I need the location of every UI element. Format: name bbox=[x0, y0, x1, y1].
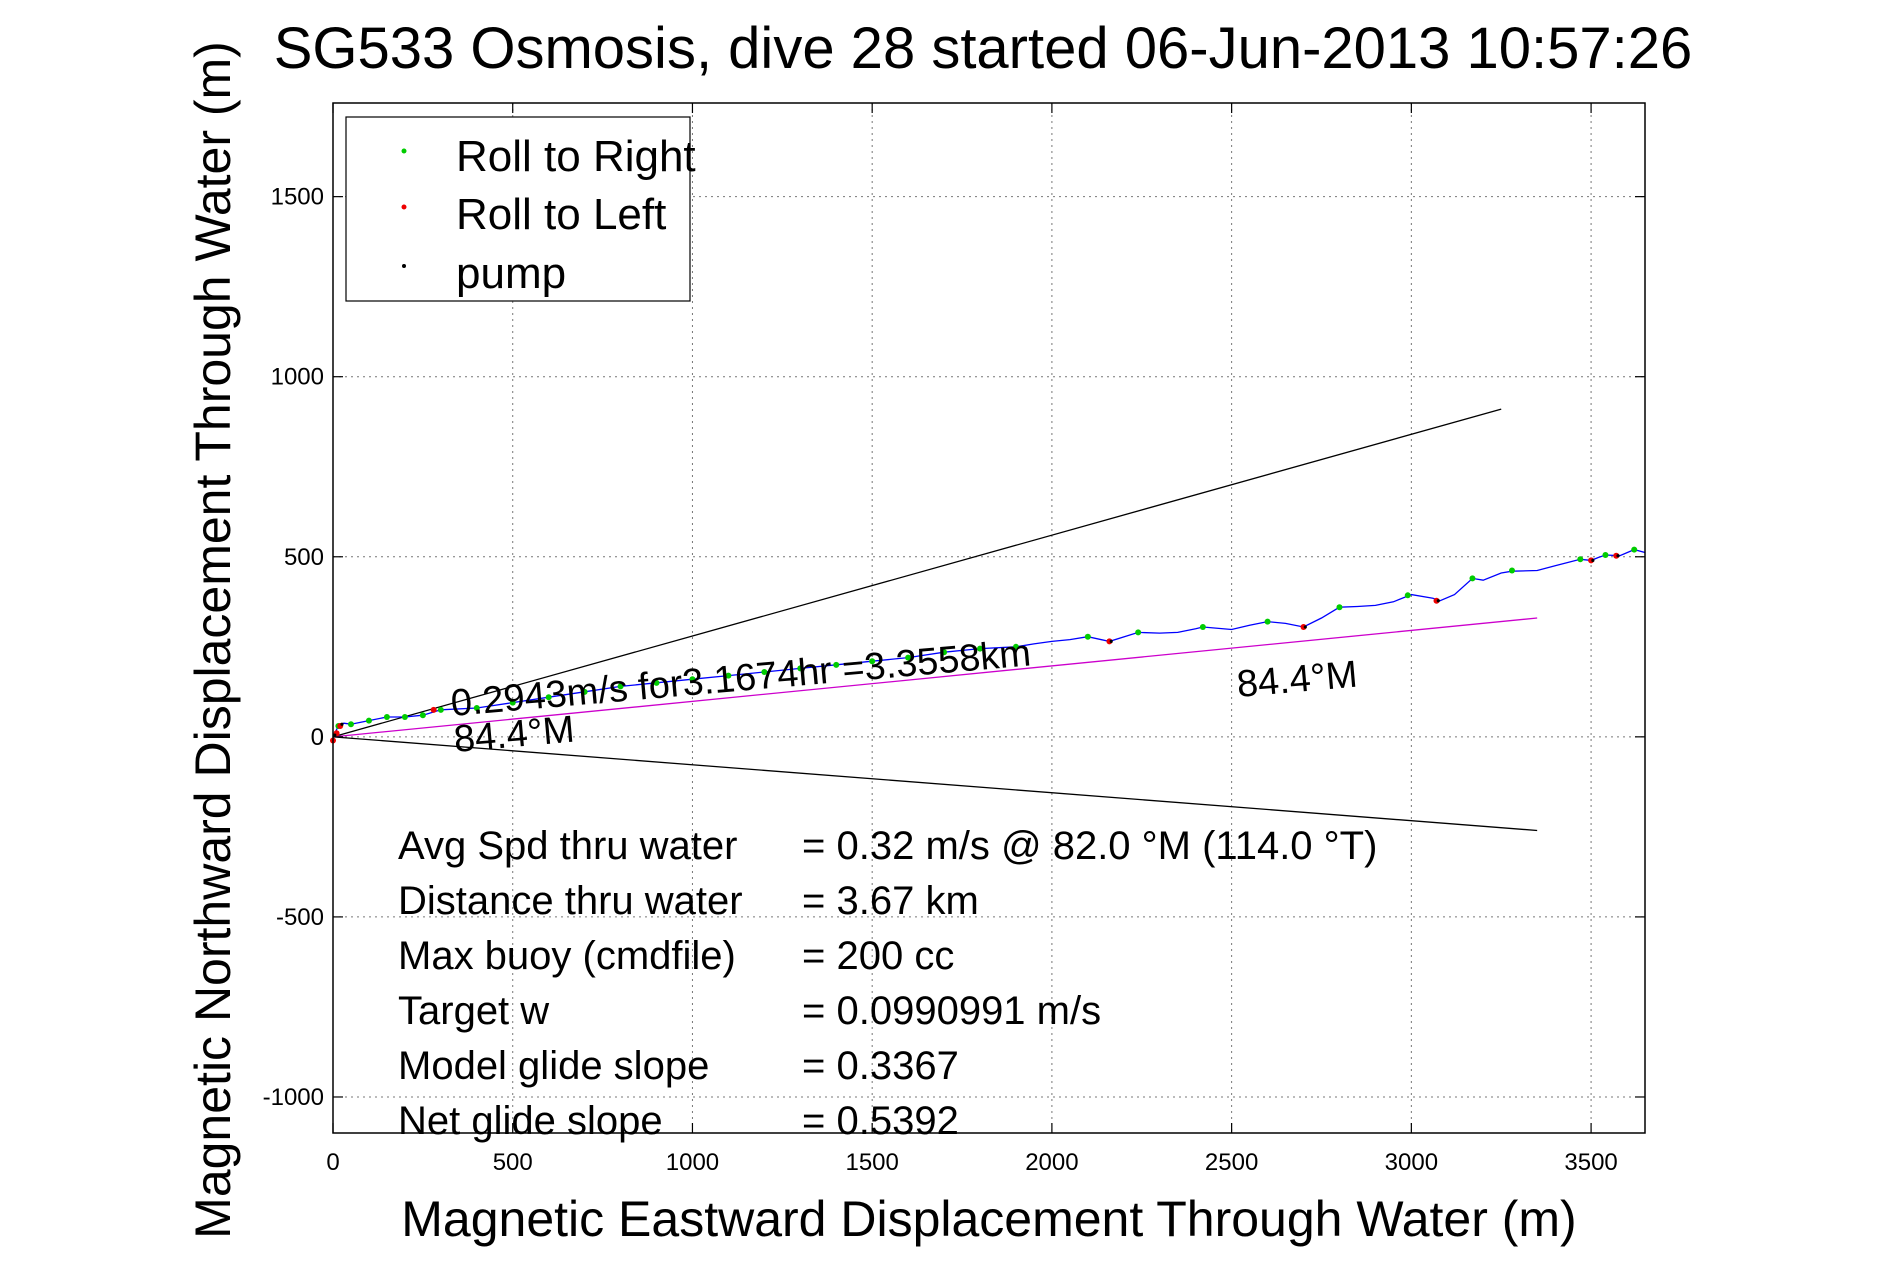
data-point bbox=[419, 712, 426, 719]
stat-label: Distance thru water bbox=[398, 879, 743, 923]
heading-annotation-right: 84.4°M bbox=[1235, 654, 1359, 706]
y-tick-label: 1000 bbox=[271, 364, 324, 391]
y-axis-label: Magnetic Northward Displacement Through … bbox=[185, 41, 241, 1239]
data-point bbox=[1109, 639, 1113, 644]
data-point bbox=[340, 722, 344, 726]
data-series bbox=[330, 546, 1646, 744]
data-point bbox=[581, 688, 588, 695]
legend-marker-pump bbox=[402, 264, 406, 268]
y-tick-label: 500 bbox=[284, 544, 324, 571]
stat-value: = 0.5392 bbox=[802, 1099, 959, 1143]
x-tick-label: 500 bbox=[493, 1149, 533, 1176]
data-point bbox=[1591, 558, 1595, 562]
data-point bbox=[905, 654, 912, 661]
data-point bbox=[430, 706, 437, 713]
data-point bbox=[1436, 599, 1440, 603]
data-point bbox=[653, 679, 660, 686]
legend-marker-roll-left bbox=[401, 204, 407, 210]
track-line bbox=[332, 548, 1646, 738]
data-point bbox=[365, 717, 372, 724]
legend: Roll to Right Roll to Left pump bbox=[345, 116, 696, 302]
data-point bbox=[437, 706, 444, 713]
data-point bbox=[1303, 625, 1307, 629]
data-point bbox=[977, 645, 984, 652]
stats-block: Avg Spd thru water = 0.32 m/s @ 82.0 °M … bbox=[398, 824, 1377, 1143]
data-point bbox=[333, 733, 337, 737]
data-point bbox=[761, 669, 768, 676]
plot-frame bbox=[332, 102, 1646, 1134]
data-point bbox=[869, 658, 876, 665]
data-point bbox=[1509, 567, 1516, 574]
data-point bbox=[473, 705, 480, 712]
stat-label: Target w bbox=[398, 989, 549, 1033]
data-point bbox=[1336, 604, 1343, 611]
grid-lines bbox=[333, 103, 1645, 1133]
reference-line bbox=[332, 408, 1502, 738]
data-point bbox=[941, 649, 948, 656]
data-point bbox=[833, 661, 840, 668]
x-tick-label: 3000 bbox=[1385, 1149, 1438, 1176]
data-point bbox=[725, 672, 732, 679]
chart-title: SG533 Osmosis, dive 28 started 06-Jun-20… bbox=[274, 16, 1693, 81]
y-tick-label: 0 bbox=[311, 724, 324, 751]
stat-label: Max buoy (cmdfile) bbox=[398, 934, 736, 978]
legend-label-roll-left: Roll to Left bbox=[456, 190, 666, 239]
data-point bbox=[401, 714, 408, 721]
x-tick-label: 0 bbox=[326, 1149, 339, 1176]
stat-value: = 0.32 m/s @ 82.0 °M (114.0 °T) bbox=[802, 824, 1377, 868]
data-point bbox=[509, 699, 516, 706]
stat-value: = 200 cc bbox=[802, 934, 954, 978]
reference-lines bbox=[332, 408, 1538, 832]
axis-ticks: 0 500 1000 1500 2000 2500 3000 3500 -1000 -500 0 50… bbox=[263, 103, 1645, 1176]
x-tick-label: 1000 bbox=[666, 1149, 719, 1176]
data-point bbox=[1084, 633, 1091, 640]
data-point bbox=[347, 721, 354, 728]
stat-value: = 3.67 km bbox=[802, 879, 979, 923]
data-point bbox=[1012, 643, 1019, 650]
stat-value: = 0.0990991 m/s bbox=[802, 989, 1101, 1033]
stat-label: Net glide slope bbox=[398, 1099, 663, 1143]
x-tick-label: 1500 bbox=[845, 1149, 898, 1176]
legend-label-roll-right: Roll to Right bbox=[456, 132, 696, 181]
y-tick-label: -1000 bbox=[263, 1084, 324, 1111]
heading-annotation-left: 84.4°M bbox=[452, 709, 576, 761]
data-point bbox=[617, 683, 624, 690]
data-point bbox=[1631, 546, 1638, 553]
data-point bbox=[1264, 618, 1271, 625]
data-point bbox=[1577, 556, 1584, 563]
data-point bbox=[1199, 624, 1206, 631]
x-tick-label: 2000 bbox=[1025, 1149, 1078, 1176]
reference-line bbox=[332, 736, 1538, 832]
legend-label-pump: pump bbox=[456, 249, 566, 298]
data-point bbox=[1135, 629, 1142, 636]
data-point bbox=[545, 694, 552, 701]
stat-label: Avg Spd thru water bbox=[398, 824, 737, 868]
data-point bbox=[1404, 592, 1411, 599]
stat-value: = 0.3367 bbox=[802, 1044, 959, 1088]
data-point bbox=[383, 714, 390, 721]
data-point bbox=[1469, 575, 1476, 582]
legend-marker-roll-right bbox=[401, 148, 407, 154]
x-tick-label: 3500 bbox=[1564, 1149, 1617, 1176]
data-point bbox=[689, 676, 696, 683]
x-tick-label: 2500 bbox=[1205, 1149, 1258, 1176]
stat-label: Model glide slope bbox=[398, 1044, 709, 1088]
x-axis-label: Magnetic Eastward Displacement Through W… bbox=[401, 1191, 1576, 1247]
reference-line bbox=[332, 617, 1538, 738]
data-point bbox=[1616, 554, 1620, 558]
data-point bbox=[797, 665, 804, 672]
data-point bbox=[1602, 551, 1609, 558]
y-tick-label: 1500 bbox=[271, 184, 324, 211]
y-tick-label: -500 bbox=[276, 904, 324, 931]
